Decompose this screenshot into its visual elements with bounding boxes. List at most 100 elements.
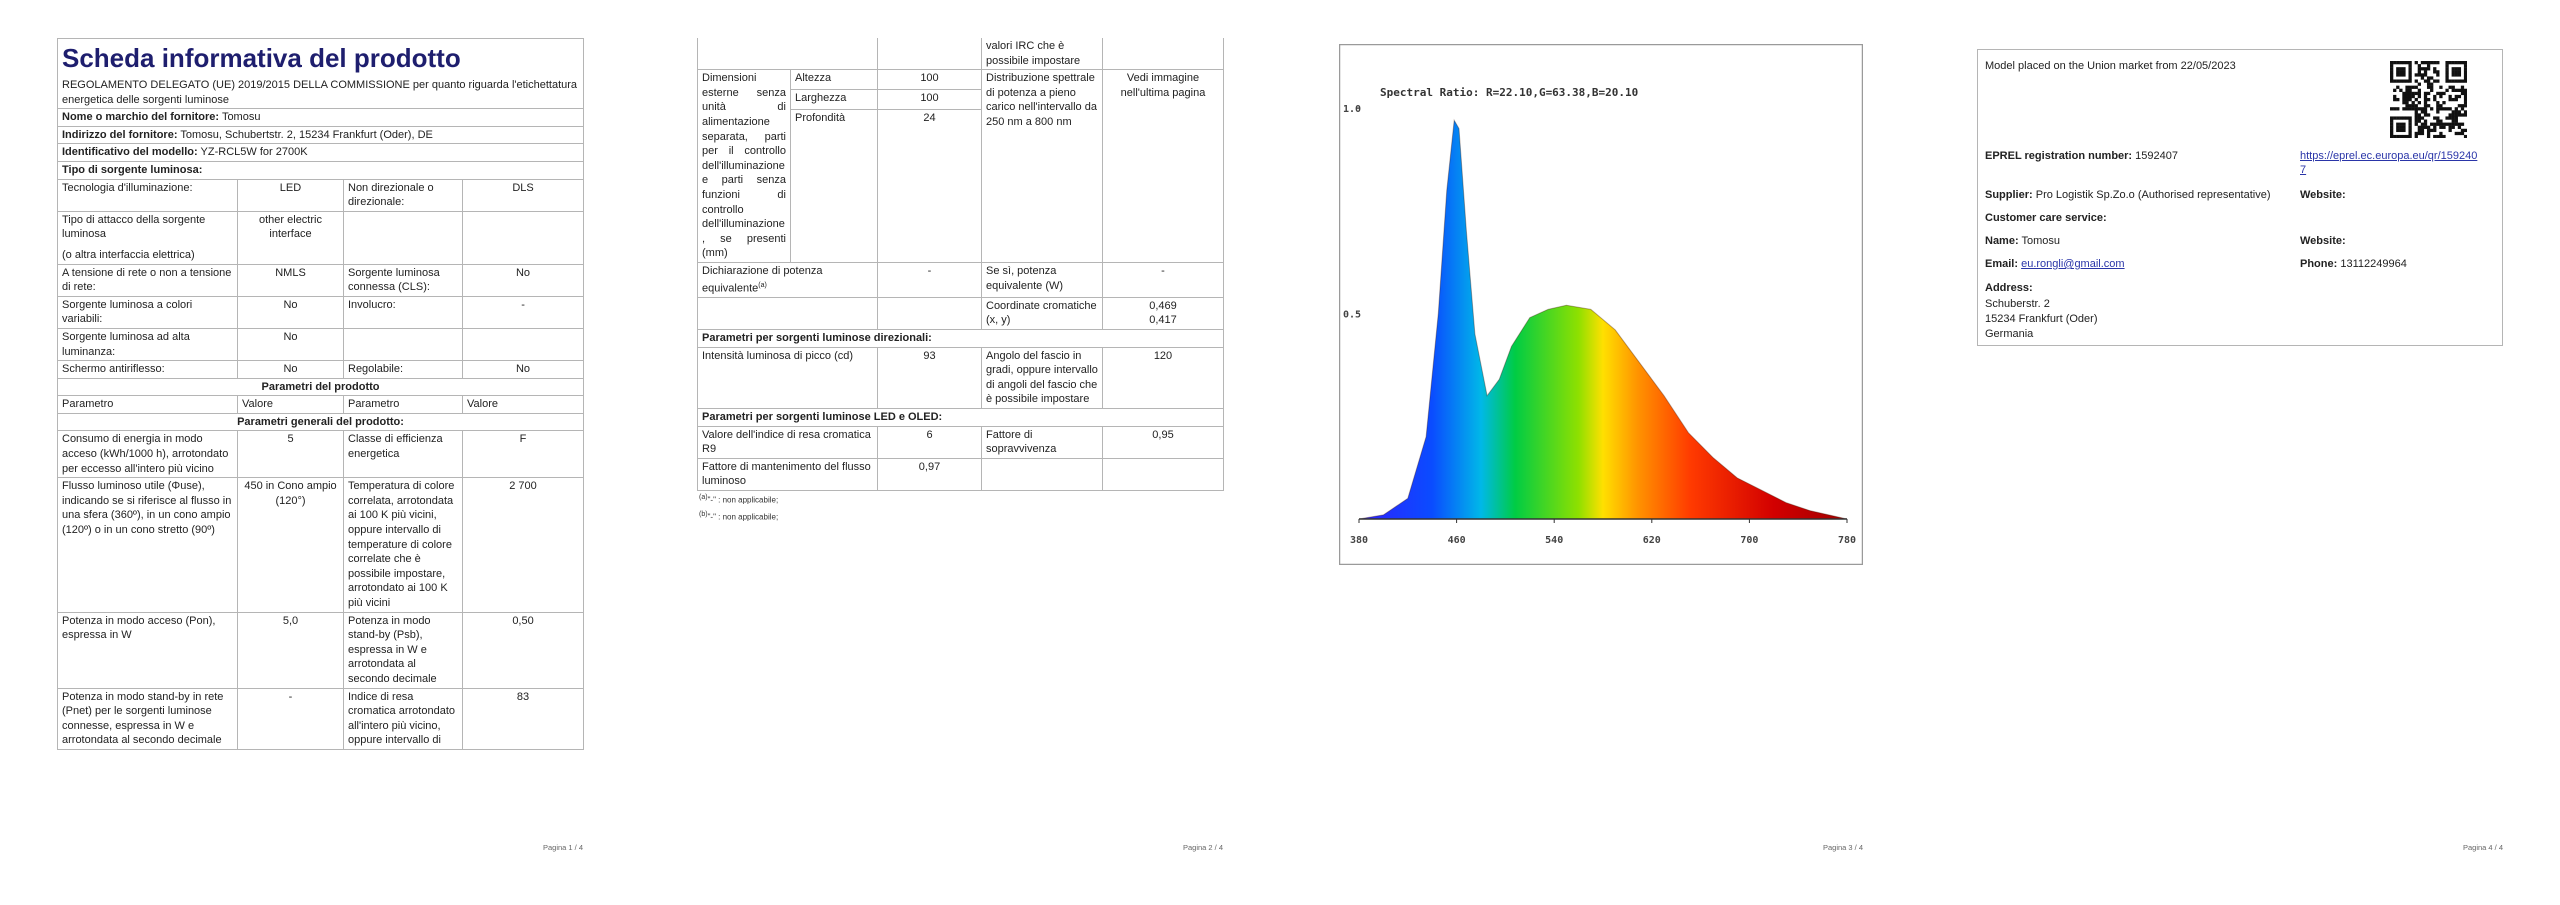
qr-module bbox=[2426, 85, 2431, 89]
email-link[interactable]: eu.rongli@gmail.com bbox=[2021, 258, 2125, 270]
value: YZ-RCL5W for 2700K bbox=[200, 146, 308, 159]
cell: Schermo antiriflesso: bbox=[57, 360, 238, 379]
value: Tomosu, Schubertstr. 2, 15234 Frankfurt … bbox=[180, 128, 433, 141]
qr-module bbox=[2399, 134, 2403, 138]
qr-module bbox=[2457, 67, 2462, 71]
cell: Larghezza bbox=[790, 89, 878, 110]
cell: - bbox=[1102, 261, 1224, 298]
cell: Tecnologia d'illuminazione: bbox=[57, 178, 238, 212]
qr-module bbox=[2423, 122, 2428, 126]
qr-module bbox=[2408, 64, 2412, 68]
qr-module bbox=[2399, 125, 2403, 129]
cell: 5 bbox=[237, 430, 344, 479]
cell: Se sì, potenza equivalente (W) bbox=[981, 261, 1103, 298]
qr-module bbox=[2448, 113, 2452, 117]
heading: Parametri per sorgenti luminose direzion… bbox=[697, 328, 1224, 348]
qr-module bbox=[2414, 61, 2418, 65]
cell: No bbox=[237, 327, 344, 362]
qr-module bbox=[2396, 70, 2400, 74]
qr-module bbox=[2445, 116, 2449, 120]
label: Indirizzo del fornitore: bbox=[62, 128, 178, 141]
qr-module bbox=[2414, 134, 2418, 138]
qr-module bbox=[2451, 116, 2455, 120]
x-tick-label: 700 bbox=[1740, 535, 1758, 546]
qr-module bbox=[2457, 94, 2462, 99]
qr-module bbox=[2463, 88, 2467, 92]
qr-module bbox=[2454, 73, 2458, 77]
qr-module bbox=[2405, 61, 2409, 65]
footnote-mark: (a) bbox=[758, 281, 767, 289]
qr-module bbox=[2408, 134, 2412, 138]
qr-module bbox=[2396, 61, 2400, 65]
cell: Temperatura di colore correlata, arroton… bbox=[343, 477, 463, 613]
cell: 100 bbox=[877, 69, 982, 91]
qr-module bbox=[2436, 101, 2440, 105]
qr-module bbox=[2451, 79, 2455, 83]
address-line: 15234 Frankfurt (Oder) bbox=[1985, 313, 2098, 325]
qr-module bbox=[2426, 61, 2431, 65]
qr-module bbox=[2390, 119, 2394, 123]
qr-module bbox=[2396, 122, 2400, 126]
cell: Angolo del fascio in gradi, oppure inter… bbox=[981, 346, 1103, 409]
qr-module bbox=[2408, 85, 2412, 89]
qr-module bbox=[2420, 128, 2425, 133]
qr-module bbox=[2390, 131, 2394, 136]
qr-module bbox=[2451, 110, 2455, 114]
x-tick-label: 380 bbox=[1350, 535, 1368, 546]
qr-module bbox=[2436, 79, 2440, 83]
qr-module bbox=[2417, 73, 2421, 77]
cell: No bbox=[461, 360, 585, 379]
qr-module bbox=[2414, 97, 2418, 102]
qr-module bbox=[2426, 82, 2431, 86]
label: Address: bbox=[1985, 282, 2033, 294]
cell: Sorgente luminosa connessa (CLS): bbox=[343, 263, 463, 297]
qr-module bbox=[2454, 70, 2458, 74]
qr-module bbox=[2463, 113, 2467, 117]
qr-module bbox=[2460, 107, 2465, 111]
qr-module bbox=[2390, 134, 2394, 138]
qr-module bbox=[2439, 107, 2443, 111]
qr-module bbox=[2402, 94, 2406, 99]
qr-module bbox=[2390, 70, 2394, 74]
qr-module bbox=[2454, 79, 2458, 83]
qr-module bbox=[2448, 85, 2452, 89]
market-date: Model placed on the Union market from 22… bbox=[1985, 60, 2236, 72]
value: 13112249964 bbox=[2340, 258, 2407, 270]
qr-module bbox=[2460, 122, 2465, 126]
qr-module bbox=[2439, 104, 2443, 108]
qr-module bbox=[2448, 79, 2452, 83]
qr-module bbox=[2463, 94, 2467, 99]
qr-module bbox=[2451, 88, 2455, 92]
cell: - bbox=[237, 687, 344, 750]
table: valori IRC che è possibile impostare Dim… bbox=[697, 38, 1224, 491]
qr-module bbox=[2436, 104, 2440, 108]
qr-module bbox=[2420, 61, 2425, 65]
eprel-link[interactable]: https://eprel.ec.europa.eu/qr/1592407 bbox=[2300, 150, 2478, 176]
cell: Potenza in modo stand-by in rete (Pnet) … bbox=[57, 687, 238, 750]
qr-module bbox=[2460, 104, 2465, 108]
qr-module bbox=[2423, 110, 2428, 114]
qr-module bbox=[2460, 131, 2465, 136]
label: Website: bbox=[2300, 189, 2346, 201]
qr-module bbox=[2420, 110, 2425, 114]
qr-module bbox=[2408, 116, 2412, 120]
qr-module bbox=[2460, 85, 2465, 89]
note-mark: (b) bbox=[699, 510, 708, 518]
qr-module bbox=[2463, 61, 2467, 65]
x-tick-label: 460 bbox=[1448, 535, 1466, 546]
cell: 24 bbox=[877, 108, 982, 263]
qr-module bbox=[2396, 67, 2400, 71]
qr-module bbox=[2454, 97, 2458, 102]
cell: Intensità luminosa di picco (cd) bbox=[697, 346, 878, 409]
cell: Valore dell'indice di resa cromatica R9 bbox=[697, 425, 878, 459]
qr-module bbox=[2405, 104, 2409, 108]
qr-module bbox=[2393, 94, 2397, 99]
qr-module bbox=[2448, 107, 2452, 111]
qr-module bbox=[2411, 101, 2415, 105]
cell: No bbox=[237, 295, 344, 329]
label: Customer care service: bbox=[1985, 212, 2107, 224]
cell: Flusso luminoso utile (Φuse), indicando … bbox=[57, 477, 238, 613]
qr-module bbox=[2460, 79, 2465, 83]
page-number: Pagina 2 / 4 bbox=[1182, 843, 1223, 852]
